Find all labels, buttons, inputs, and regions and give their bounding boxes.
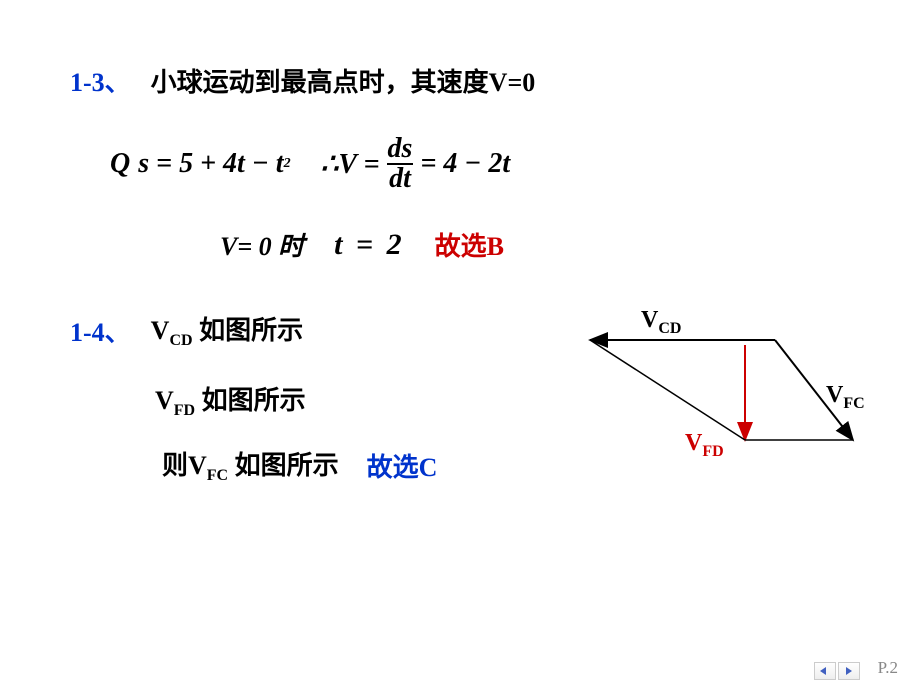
- vfd-label-pre: V: [685, 430, 702, 456]
- vfd-pre: V: [155, 386, 174, 415]
- vfc-label: VFC: [826, 382, 865, 413]
- condition-line: V= 0 时 t = 2 故选B: [220, 226, 504, 263]
- equation-row: Q s = 5 + 4t − t2 ∴V = ds dt = 4 − 2t: [110, 135, 510, 193]
- vfc-sub: FC: [207, 467, 228, 484]
- because-symbol: Q: [110, 148, 130, 180]
- vfd-text: VFD 如图所示: [155, 380, 306, 420]
- eq-v-tail: = 4 − 2t: [420, 148, 510, 180]
- vcd-text: VCD 如图所示: [151, 310, 303, 350]
- vcd-post: 如图所示: [193, 316, 304, 345]
- slide: 1-3、 小球运动到最高点时，其速度V=0 Q s = 5 + 4t − t2 …: [0, 0, 920, 690]
- vector-diagram: VCD VFC VFD: [575, 310, 875, 490]
- frac-den: dt: [387, 163, 413, 193]
- vfc-pre: 则V: [162, 451, 207, 480]
- eq-s-exp: 2: [284, 156, 291, 172]
- vfd-label-sub: FD: [702, 443, 723, 460]
- t-equals-2: t = 2: [334, 228, 404, 262]
- problem-1-3-statement: 小球运动到最高点时，其速度V=0: [151, 62, 536, 99]
- triangle-left-icon: [820, 667, 826, 675]
- vcd-label-sub: CD: [658, 320, 681, 337]
- therefore-v: ∴V =: [321, 147, 380, 181]
- vfd-sub: FD: [174, 402, 195, 419]
- problem-1-3-number: 1-3、: [70, 62, 131, 99]
- vcd-label-pre: V: [641, 307, 658, 333]
- vfd-label: VFD: [685, 430, 724, 461]
- footer-nav: [814, 662, 860, 680]
- equation-s: Q s = 5 + 4t − t2: [110, 148, 291, 180]
- triangle-right-icon: [846, 667, 852, 675]
- answer-1-3: 故选B: [435, 226, 504, 263]
- vcd-label: VCD: [641, 307, 681, 338]
- vfc-post: 如图所示: [228, 451, 339, 480]
- vcd-pre: V: [151, 316, 170, 345]
- v-zero-condition: V= 0 时: [220, 226, 304, 263]
- answer-1-4: 故选C: [367, 447, 438, 484]
- vfd-post: 如图所示: [195, 386, 306, 415]
- vfc-line: 则VFC 如图所示 故选C: [162, 445, 437, 485]
- fraction-dsdt: ds dt: [386, 135, 415, 193]
- nav-next-button[interactable]: [838, 662, 860, 680]
- page-number: P.2: [878, 658, 898, 678]
- problem-1-4-heading: 1-4、 VCD 如图所示: [70, 310, 303, 350]
- frac-num: ds: [386, 135, 415, 163]
- vfc-label-pre: V: [826, 382, 843, 408]
- problem-1-3-heading: 1-3、 小球运动到最高点时，其速度V=0: [70, 62, 535, 99]
- equation-v: ∴V = ds dt = 4 − 2t: [321, 135, 511, 193]
- problem-1-4-number: 1-4、: [70, 312, 131, 349]
- vfd-line: VFD 如图所示: [155, 380, 306, 420]
- vcd-sub: CD: [169, 332, 192, 349]
- vfc-text: 则VFC 如图所示: [162, 445, 339, 485]
- nav-prev-button[interactable]: [814, 662, 836, 680]
- vfc-label-sub: FC: [843, 395, 864, 412]
- eq-s-body: s = 5 + 4t − t: [138, 148, 283, 180]
